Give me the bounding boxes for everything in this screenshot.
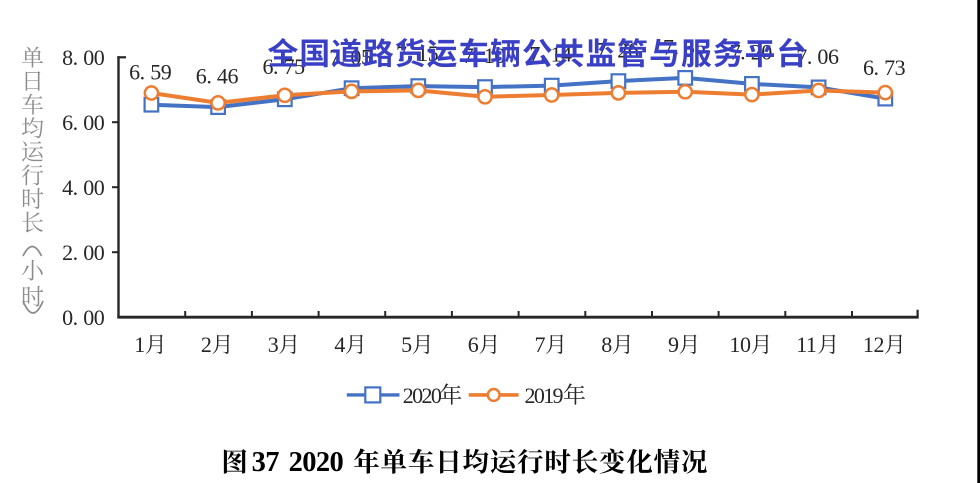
svg-text:4: 4	[334, 332, 345, 357]
svg-text:6.00: 6. 00	[62, 110, 105, 135]
svg-text:10: 10	[729, 332, 751, 357]
svg-text:8.00: 8. 00	[62, 45, 105, 70]
svg-text:6.73: 6. 73	[863, 55, 906, 80]
svg-text:2.00: 2. 00	[62, 240, 105, 265]
svg-text:2020: 2020	[289, 447, 344, 478]
svg-text:2019: 2019	[525, 383, 564, 408]
svg-text:37: 37	[252, 447, 280, 478]
svg-text:8: 8	[601, 332, 612, 357]
svg-text:2: 2	[201, 332, 212, 357]
svg-text:7: 7	[535, 332, 546, 357]
svg-text:6.59: 6. 59	[129, 59, 172, 84]
svg-text:0.00: 0. 00	[62, 305, 105, 330]
svg-text:9: 9	[668, 332, 679, 357]
svg-text:11: 11	[796, 332, 816, 357]
svg-text:6.46: 6. 46	[196, 64, 239, 89]
svg-text:6: 6	[468, 332, 479, 357]
svg-text:5: 5	[401, 332, 412, 357]
svg-text:2020: 2020	[403, 383, 442, 408]
svg-text:3: 3	[268, 332, 279, 357]
svg-text:1: 1	[134, 332, 145, 357]
svg-text:12: 12	[863, 332, 884, 357]
svg-text:4.00: 4. 00	[62, 175, 105, 200]
